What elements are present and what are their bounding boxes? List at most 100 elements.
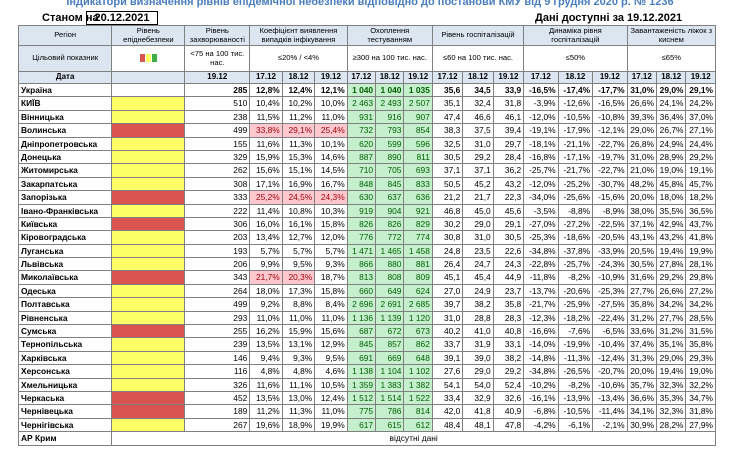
value-cell: 285	[184, 82, 251, 98]
value-cell: 637	[375, 190, 405, 205]
value-cell: 18,7%	[314, 270, 348, 285]
table-row: КИЇВ 510 10,4% 10,2% 10,0% 2 463 2 493 2 507 35,…	[17, 96, 716, 111]
value-cell: 1 382	[403, 377, 433, 392]
target-level-legend	[111, 45, 186, 72]
value-cell: 21,7%	[249, 270, 283, 285]
value-cell: 35,5%	[656, 203, 687, 218]
value-cell: 11,0%	[314, 109, 348, 125]
value-cell: 28,3	[492, 310, 525, 326]
date-col: 17.12	[523, 71, 559, 84]
value-cell: 32,4	[462, 96, 494, 111]
value-cell: 11,1%	[281, 377, 316, 392]
value-cell: 9,5%	[314, 350, 348, 366]
value-cell: -4,2%	[523, 417, 559, 433]
value-cell: -6,5%	[592, 324, 628, 339]
level-cell	[111, 350, 186, 366]
value-cell: 206	[184, 257, 251, 272]
value-cell: 308	[184, 176, 251, 192]
region-name: Івано-Франківська	[17, 203, 113, 218]
region-name: Тернопільська	[17, 337, 113, 352]
value-cell: -22,7%	[592, 163, 628, 178]
value-cell: -22,5%	[592, 216, 628, 232]
value-cell: -3,9%	[523, 96, 559, 111]
value-cell: -21,7%	[523, 297, 559, 312]
region-name: Черкаська	[17, 390, 113, 406]
value-cell: 41,8	[462, 404, 494, 419]
value-cell: -34,8%	[523, 243, 559, 259]
value-cell: 31,5%	[685, 324, 716, 339]
value-cell: -18,6%	[557, 230, 594, 245]
value-cell: 916	[375, 109, 405, 125]
value-cell: 26,6%	[626, 96, 658, 111]
value-cell: 35,8	[492, 297, 525, 312]
level-cell	[111, 96, 186, 111]
value-cell: 772	[375, 230, 405, 245]
value-cell: 732	[346, 123, 377, 138]
value-cell: -16,1%	[523, 390, 559, 406]
value-cell: 31,9	[462, 337, 494, 352]
value-cell: -10,6%	[592, 377, 628, 392]
value-cell: 37,0%	[685, 109, 716, 125]
value-cell: 10,3%	[314, 203, 348, 218]
value-cell: -12,0%	[523, 109, 559, 125]
value-cell: 35,1	[431, 96, 464, 111]
value-cell: 2 493	[375, 96, 405, 111]
value-cell: 29,0	[462, 364, 494, 379]
table-row: Україна 285 12,8% 12,4% 12,1% 1 040 1 040 1 035…	[17, 82, 716, 98]
value-cell: 15,9%	[281, 324, 316, 339]
value-cell: 27,2%	[685, 283, 716, 299]
value-cell: 29,0%	[656, 82, 687, 98]
value-cell: 34,7%	[685, 390, 716, 406]
value-cell: 45,4	[462, 270, 494, 285]
value-cell: 39,1	[431, 350, 464, 366]
value-cell: 907	[403, 109, 433, 125]
region-name: Херсонська	[17, 364, 113, 379]
value-cell: 2 463	[346, 96, 377, 111]
value-cell: 5,7%	[314, 243, 348, 259]
value-cell: -22,4%	[592, 310, 628, 326]
region-name: Житомирська	[17, 163, 113, 178]
value-cell: -16,6%	[523, 324, 559, 339]
level-cell	[111, 136, 186, 151]
value-cell: 31,0%	[626, 82, 658, 98]
table-row: Чернівецька 189 11,2% 11,3% 11,0% 775 786 814 42…	[17, 404, 716, 419]
value-cell: 693	[403, 163, 433, 178]
value-cell: 48,1	[462, 417, 494, 433]
value-cell: 189	[184, 404, 251, 419]
value-cell: 10,1%	[314, 136, 348, 151]
value-cell: 31,0%	[626, 149, 658, 165]
region-name: Полтавська	[17, 297, 113, 312]
value-cell: 660	[346, 283, 377, 299]
date-col: 19.12	[403, 71, 433, 84]
value-cell: 20,0%	[626, 364, 658, 379]
level-cell	[111, 257, 186, 272]
value-cell: 33,4	[431, 390, 464, 406]
value-cell: 29,1%	[685, 82, 716, 98]
value-cell: 12,7%	[281, 230, 316, 245]
value-cell: -10,2%	[523, 377, 559, 392]
value-cell: 809	[403, 270, 433, 285]
value-cell: 18,9%	[281, 417, 316, 433]
value-cell: 48,4	[431, 417, 464, 433]
value-cell: 18,0%	[249, 283, 283, 299]
value-cell: 1 471	[346, 243, 377, 259]
value-cell: 36,2	[492, 163, 525, 178]
value-cell: 45,0	[462, 203, 494, 218]
table-row: Черкаська 452 13,5% 13,0% 12,4% 1 512 1 514 1 5…	[17, 390, 716, 406]
level-cell	[111, 364, 186, 379]
value-cell: 31,2%	[656, 324, 687, 339]
value-cell: -8,8%	[557, 203, 594, 218]
value-cell: -15,6%	[592, 190, 628, 205]
value-cell: 21,7	[462, 190, 494, 205]
value-cell: 919	[346, 203, 377, 218]
value-cell: 880	[375, 257, 405, 272]
value-cell: -19,9%	[557, 337, 594, 352]
value-cell: 9,3%	[314, 257, 348, 272]
legend-yellow-square	[145, 54, 151, 63]
value-cell: 47,8	[492, 417, 525, 433]
value-cell: 35,8%	[685, 337, 716, 352]
region-name: Донецька	[17, 149, 113, 165]
value-cell: 1 139	[375, 310, 405, 326]
value-cell: 24,3	[492, 257, 525, 272]
value-cell: -13,7%	[523, 283, 559, 299]
